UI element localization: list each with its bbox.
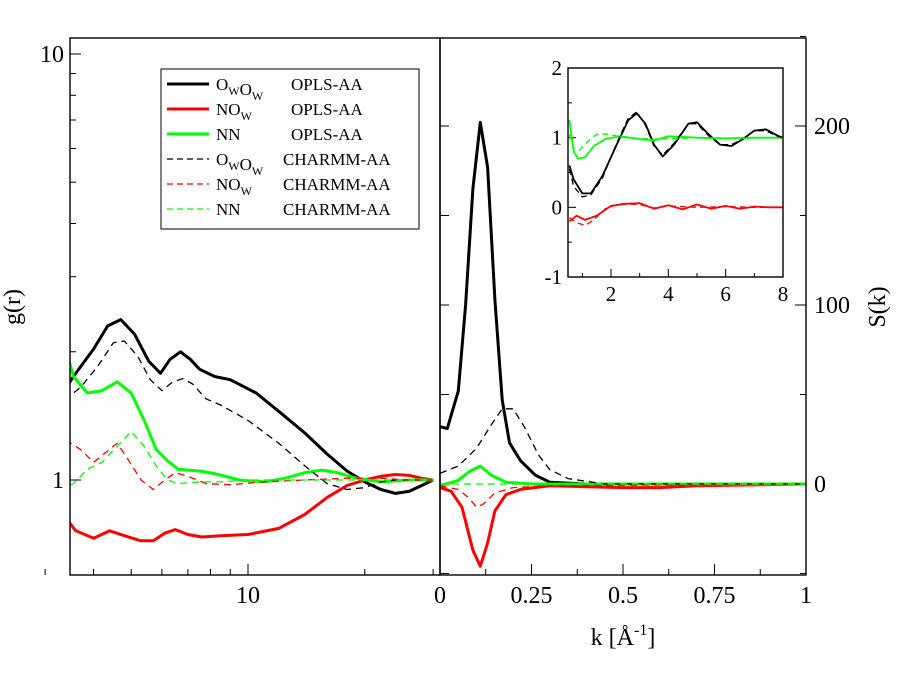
sk-y-tick-label-0: 0	[814, 472, 826, 498]
legend-model: CHARMM-AA	[283, 200, 391, 219]
legend-label: OWOW	[216, 150, 264, 178]
legend-label: OWOW	[216, 75, 264, 103]
sk-x-tick-label-0: 0	[434, 583, 446, 609]
legend-entry-now-charmm-aa: NOW CHARMM-AA	[167, 175, 391, 198]
legend-entry-now-opls-aa: NOW OPLS-AA	[167, 100, 364, 123]
inset-x-tick-label-8: 8	[778, 282, 789, 306]
inset-line-now-charmm-aa	[569, 203, 783, 227]
legend-model: OPLS-AA	[291, 100, 364, 119]
legend-label: NOW	[216, 175, 253, 198]
inset-frame	[567, 67, 784, 278]
legend-label: NOW	[216, 100, 253, 123]
legend-entry-nn-charmm-aa: NN CHARMM-AA	[167, 200, 391, 219]
legend-label-sub: W	[228, 84, 240, 98]
right-panel-sk: 0 0.25 0.5 0.75 1 0 100 200	[434, 36, 850, 609]
legend-label-main: NO	[216, 175, 241, 194]
legend-label-sub: W	[228, 159, 240, 173]
sk-y-tick-label-100: 100	[814, 293, 850, 319]
inset-series-group	[568, 111, 783, 227]
sk-y-tick-label-200: 200	[814, 114, 850, 140]
gr-line-now-charmm-aa	[70, 441, 434, 491]
inset-line-owow-charmm-aa	[568, 111, 783, 198]
y-axis-label-gr: g(r)	[0, 289, 26, 325]
right-series-group	[440, 120, 806, 568]
left-panel-gr: 10 1 10	[40, 37, 441, 609]
inset-line-owow-opls-aa	[568, 112, 783, 195]
axis-labels: g(r) S(k) k [Å-1]	[0, 286, 891, 651]
x-axis-label-sup: -1	[634, 622, 647, 639]
gr-line-now-opls-aa	[70, 473, 434, 543]
legend-model: CHARMM-AA	[283, 175, 391, 194]
legend-label: NN	[216, 200, 241, 219]
legend-label-sub: W	[252, 164, 264, 178]
legend-box	[160, 68, 420, 230]
sk-x-tick-label-0-75: 0.75	[694, 583, 736, 609]
sk-line-owow-charmm-aa	[440, 408, 806, 485]
legend-label-main: O	[216, 75, 228, 94]
inset-line-now-opls-aa	[568, 202, 783, 223]
inset-line-nn-opls-aa	[568, 120, 783, 160]
legend-label-sub: W	[241, 184, 253, 198]
sk-x-tick-label-0-5: 0.5	[608, 583, 638, 609]
legend-label-main: NO	[216, 100, 241, 119]
inset-y-tick-label-1: 1	[552, 126, 563, 150]
sk-line-now-opls-aa	[440, 482, 806, 568]
sk-x-tick-label-0-25: 0.25	[511, 583, 553, 609]
legend-label-sub: W	[241, 109, 253, 123]
legend-model: OPLS-AA	[291, 125, 364, 144]
legend-label-main: O	[216, 150, 228, 169]
legend-model: CHARMM-AA	[283, 150, 391, 169]
gr-line-nn-charmm-aa	[70, 430, 434, 486]
x-axis-label-main: k [Å	[591, 625, 635, 651]
legend-label-main: O	[240, 155, 252, 174]
right-frame	[439, 37, 807, 576]
inset-line-nn-charmm-aa	[568, 133, 783, 151]
inset-x-tick-label-6: 6	[720, 282, 731, 306]
sk-x-tick-label-1: 1	[800, 583, 812, 609]
y-tick-label-10: 10	[40, 42, 64, 68]
legend-label-sub: W	[252, 89, 264, 103]
sk-line-nn-opls-aa	[440, 464, 806, 488]
gr-line-nn-opls-aa	[70, 359, 434, 484]
inset-panel-sk: 2 4 6 8 -1 0 1 2	[545, 56, 789, 306]
legend-label: NN	[216, 125, 241, 144]
x-axis-label-end: ]	[647, 625, 655, 651]
inset-y-tick-label-0: 0	[552, 195, 563, 219]
legend-label-main: O	[240, 80, 252, 99]
x-axis-label-k: k [Å-1]	[591, 622, 656, 651]
y-tick-label-1: 1	[52, 468, 64, 494]
sk-line-now-charmm-aa	[440, 483, 806, 508]
left-series-group	[70, 318, 434, 543]
legend-label-main: NN	[216, 125, 241, 144]
inset-x-tick-label-4: 4	[663, 282, 674, 306]
y-axis-label-sk: S(k)	[865, 286, 891, 327]
legend-label-main: NN	[216, 200, 241, 219]
legend-entry-nn-opls-aa: NN OPLS-AA	[167, 125, 364, 144]
inset-y-tick-label-2: 2	[552, 56, 563, 80]
inset-y-tick-label-1: -1	[545, 265, 563, 289]
inset-x-tick-label-2: 2	[606, 282, 617, 306]
x-tick-label-10: 10	[236, 583, 260, 609]
gr-line-owow-opls-aa	[70, 318, 434, 495]
legend-model: OPLS-AA	[291, 75, 364, 94]
inset-background	[568, 68, 783, 277]
